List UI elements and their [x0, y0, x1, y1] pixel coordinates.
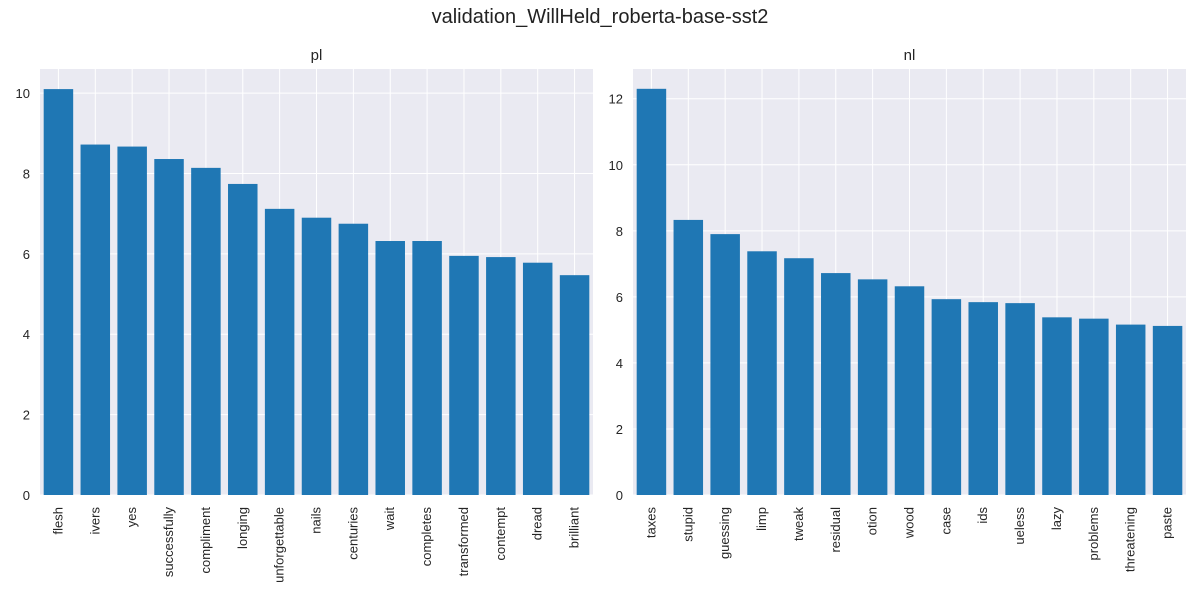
y-tick-label: 8	[23, 166, 30, 181]
bar	[857, 279, 888, 495]
bar	[412, 241, 442, 495]
x-tick-label: successfully	[161, 507, 176, 578]
x-tick-label: paste	[1160, 507, 1175, 539]
x-tick-label: stupid	[680, 507, 695, 542]
bar	[559, 275, 590, 495]
y-tick-label: 8	[616, 224, 623, 239]
y-tick-label: 2	[616, 422, 623, 437]
bar	[784, 258, 814, 495]
x-tick-label: nails	[309, 507, 324, 534]
bar	[636, 88, 667, 495]
y-tick-label: 2	[23, 408, 30, 423]
x-tick-label: limp	[754, 507, 769, 531]
bar	[522, 262, 553, 495]
bar	[486, 257, 516, 495]
bar	[80, 144, 111, 495]
bar	[747, 251, 777, 495]
bar	[228, 183, 258, 495]
x-tick-label: ueless	[1012, 507, 1027, 545]
x-tick-label: longing	[235, 507, 250, 549]
y-tick-label: 0	[23, 488, 30, 503]
x-tick-label: wood	[902, 507, 917, 539]
x-tick-label: threatening	[1123, 507, 1138, 572]
x-tick-label: problems	[1086, 507, 1101, 561]
bar	[821, 273, 851, 495]
y-tick-label: 0	[616, 488, 623, 503]
y-tick-label: 6	[616, 290, 623, 305]
bar	[968, 302, 998, 495]
y-tick-label: 4	[23, 327, 30, 342]
x-tick-label: compliment	[198, 507, 213, 574]
x-tick-label: tweak	[791, 507, 806, 541]
bar	[673, 219, 704, 496]
y-tick-label: 10	[609, 158, 623, 173]
x-tick-label: guessing	[717, 507, 732, 559]
x-tick-label: otion	[865, 507, 880, 535]
x-tick-label: completes	[419, 507, 434, 567]
x-tick-label: brilliant	[567, 507, 582, 549]
bar	[1115, 324, 1146, 495]
bar	[449, 255, 479, 495]
bar	[894, 286, 925, 495]
x-tick-label: dread	[530, 507, 545, 540]
x-tick-label: unforgettable	[272, 507, 287, 583]
bar	[1079, 318, 1109, 495]
y-tick-label: 4	[616, 356, 623, 371]
bar	[338, 223, 369, 495]
bar	[1152, 325, 1183, 495]
subplot-left: pl 0 2 4 6 8 10 flesh ivers yes successfully compli…	[16, 47, 593, 583]
x-tick-label: ivers	[87, 507, 102, 535]
bar	[931, 299, 962, 495]
subplot-right: nl 0 2 4 6 8 10 12 taxes stupid guessing limp tweak r…	[609, 47, 1186, 572]
bar	[264, 208, 295, 495]
bar	[301, 217, 332, 495]
subplot-title: pl	[311, 47, 323, 64]
x-tick-label: yes	[124, 507, 139, 528]
subplot-title: nl	[904, 47, 916, 64]
x-tick-label: ids	[975, 507, 990, 524]
bar	[710, 234, 740, 495]
x-tick-label: taxes	[643, 507, 658, 539]
x-tick-label: centuries	[345, 507, 360, 560]
x-tick-label: lazy	[1049, 507, 1064, 531]
x-tick-label: flesh	[50, 507, 65, 534]
x-tick-label: case	[938, 507, 953, 534]
bar	[154, 159, 184, 495]
x-tick-label: contempt	[493, 507, 508, 561]
x-tick-label: residual	[828, 507, 843, 553]
bar	[1042, 317, 1072, 495]
bar	[117, 146, 147, 495]
figure-title: validation_WillHeld_roberta-base-sst2	[431, 6, 769, 28]
bar	[191, 167, 221, 496]
y-tick-label: 6	[23, 247, 30, 262]
y-tick-label: 10	[16, 86, 30, 101]
bar	[43, 89, 74, 496]
x-tick-label: wait	[382, 507, 397, 532]
y-tick-label: 12	[609, 92, 623, 107]
bar	[375, 241, 405, 495]
x-tick-label: transformed	[456, 507, 471, 576]
bar	[1005, 303, 1035, 495]
